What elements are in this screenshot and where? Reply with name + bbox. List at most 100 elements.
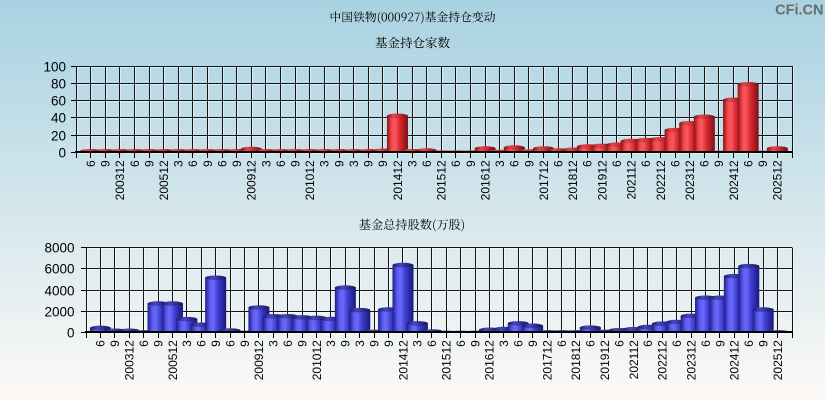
svg-text:6: 6 — [186, 160, 200, 167]
svg-text:9: 9 — [238, 340, 252, 347]
svg-text:202112: 202112 — [625, 160, 639, 199]
svg-text:6: 6 — [741, 160, 755, 167]
svg-text:6: 6 — [555, 340, 569, 347]
svg-text:6: 6 — [137, 340, 151, 347]
svg-text:3: 3 — [347, 160, 361, 167]
svg-text:6: 6 — [223, 340, 237, 347]
svg-text:202412: 202412 — [728, 340, 742, 380]
svg-text:201512: 201512 — [435, 160, 449, 200]
svg-text:8000: 8000 — [44, 240, 74, 255]
svg-text:6: 6 — [612, 340, 626, 347]
svg-text:6: 6 — [454, 340, 468, 347]
svg-text:201412: 201412 — [396, 340, 410, 380]
svg-text:200512: 200512 — [157, 160, 171, 200]
svg-text:2000: 2000 — [44, 304, 74, 319]
svg-text:201612: 201612 — [478, 160, 492, 200]
svg-text:200312: 200312 — [123, 340, 137, 380]
svg-text:201812: 201812 — [566, 160, 580, 200]
svg-text:9: 9 — [382, 340, 396, 347]
svg-text:9: 9 — [108, 340, 122, 347]
svg-text:9: 9 — [522, 160, 536, 167]
svg-text:202212: 202212 — [656, 340, 670, 380]
svg-text:6: 6 — [581, 160, 595, 167]
svg-text:CFi.CN: CFi.CN — [775, 2, 823, 18]
svg-text:201612: 201612 — [483, 340, 497, 380]
svg-text:9: 9 — [288, 160, 302, 167]
svg-text:3: 3 — [497, 340, 511, 347]
svg-text:9: 9 — [362, 160, 376, 167]
svg-text:9: 9 — [367, 340, 381, 347]
svg-text:6: 6 — [699, 340, 713, 347]
svg-text:9: 9 — [142, 160, 156, 167]
svg-text:200512: 200512 — [166, 340, 180, 380]
svg-text:9: 9 — [151, 340, 165, 347]
svg-text:6: 6 — [641, 340, 655, 347]
svg-text:9: 9 — [526, 340, 540, 347]
svg-text:3: 3 — [180, 340, 194, 347]
svg-text:80: 80 — [51, 76, 66, 91]
svg-text:201912: 201912 — [598, 340, 612, 380]
svg-text:202212: 202212 — [654, 160, 668, 200]
svg-text:200912: 200912 — [245, 160, 259, 200]
svg-text:201812: 201812 — [569, 340, 583, 380]
svg-text:9: 9 — [712, 160, 726, 167]
svg-text:6: 6 — [698, 160, 712, 167]
svg-text:9: 9 — [339, 340, 353, 347]
svg-text:202412: 202412 — [727, 160, 741, 200]
svg-text:3: 3 — [318, 160, 332, 167]
svg-text:40: 40 — [51, 110, 66, 125]
svg-text:100: 100 — [43, 59, 66, 74]
svg-text:6: 6 — [420, 160, 434, 167]
svg-text:6: 6 — [128, 160, 142, 167]
svg-text:6: 6 — [552, 160, 566, 167]
svg-text:3: 3 — [267, 340, 281, 347]
svg-text:9: 9 — [464, 160, 478, 167]
svg-text:3: 3 — [405, 160, 419, 167]
svg-text:9: 9 — [230, 160, 244, 167]
svg-text:6: 6 — [639, 160, 653, 167]
svg-text:6: 6 — [670, 340, 684, 347]
svg-text:201512: 201512 — [440, 340, 454, 380]
svg-text:6: 6 — [610, 160, 624, 167]
svg-text:3: 3 — [324, 340, 338, 347]
svg-text:6: 6 — [94, 340, 108, 347]
svg-text:201712: 201712 — [537, 160, 551, 200]
svg-text:6: 6 — [668, 160, 682, 167]
svg-text:3: 3 — [172, 160, 186, 167]
svg-text:3: 3 — [493, 160, 507, 167]
svg-text:9: 9 — [468, 340, 482, 347]
svg-text:0: 0 — [67, 325, 75, 340]
svg-text:3: 3 — [353, 340, 367, 347]
svg-text:202512: 202512 — [771, 160, 785, 200]
svg-text:3: 3 — [259, 160, 273, 167]
svg-text:6: 6 — [512, 340, 526, 347]
svg-text:0: 0 — [58, 145, 66, 160]
svg-text:201012: 201012 — [310, 340, 324, 380]
svg-text:6: 6 — [274, 160, 288, 167]
svg-text:9: 9 — [376, 160, 390, 167]
svg-text:3: 3 — [411, 340, 425, 347]
svg-text:6: 6 — [742, 340, 756, 347]
svg-text:9: 9 — [756, 340, 770, 347]
svg-text:201412: 201412 — [391, 160, 405, 200]
svg-text:20: 20 — [51, 128, 66, 143]
svg-text:202312: 202312 — [683, 160, 697, 200]
svg-text:201712: 201712 — [540, 340, 554, 380]
svg-text:9: 9 — [713, 340, 727, 347]
svg-text:9: 9 — [332, 160, 346, 167]
svg-text:9: 9 — [756, 160, 770, 167]
svg-text:200312: 200312 — [113, 160, 127, 200]
svg-text:4000: 4000 — [44, 283, 74, 298]
svg-text:202312: 202312 — [684, 340, 698, 380]
svg-text:200912: 200912 — [252, 340, 266, 380]
svg-text:6: 6 — [584, 340, 598, 347]
svg-text:6000: 6000 — [44, 261, 74, 276]
svg-text:6: 6 — [84, 160, 98, 167]
svg-text:9: 9 — [99, 160, 113, 167]
svg-text:6: 6 — [508, 160, 522, 167]
svg-text:60: 60 — [51, 93, 66, 108]
svg-text:6: 6 — [425, 340, 439, 347]
svg-text:6: 6 — [281, 340, 295, 347]
svg-text:201012: 201012 — [303, 160, 317, 200]
svg-text:9: 9 — [295, 340, 309, 347]
